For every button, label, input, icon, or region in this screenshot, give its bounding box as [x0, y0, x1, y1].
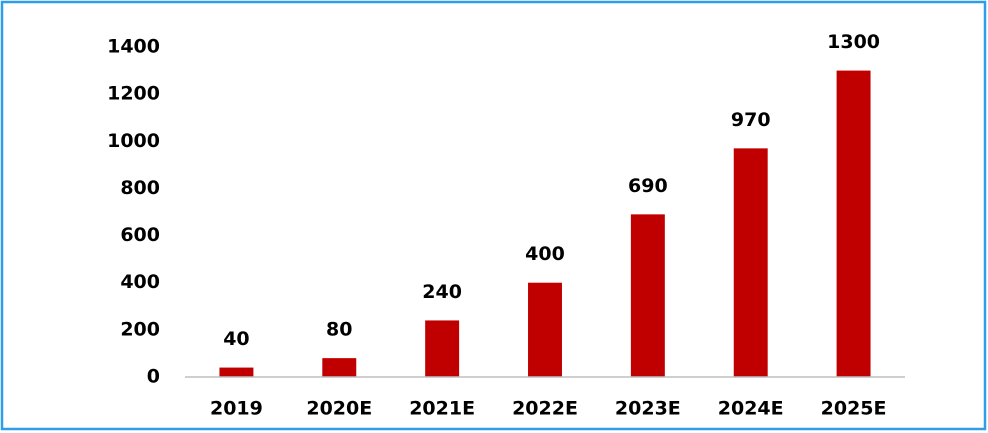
data-label: 40: [223, 328, 249, 350]
bar: [425, 320, 460, 377]
y-tick-label: 1400: [107, 36, 160, 58]
x-tick-label: 2025E: [821, 398, 887, 420]
y-tick-label: 1200: [107, 83, 160, 105]
data-label: 690: [628, 175, 668, 197]
data-label: 1300: [827, 31, 880, 53]
bar: [322, 358, 357, 377]
y-tick-label: 200: [120, 318, 160, 340]
bar: [219, 367, 254, 377]
y-tick-label: 600: [120, 224, 160, 246]
data-label: 400: [525, 243, 565, 265]
y-tick-label: 800: [120, 177, 160, 199]
data-label: 80: [326, 319, 352, 341]
x-tick-label: 2021E: [409, 398, 475, 420]
bar: [528, 282, 562, 377]
y-tick-label: 1000: [107, 130, 160, 152]
bar: [630, 214, 665, 377]
x-tick-label: 2023E: [615, 398, 681, 420]
x-tick-label: 2020E: [306, 398, 372, 420]
bar: [836, 70, 871, 378]
x-tick-label: 2019: [210, 398, 263, 420]
x-tick-label: 2024E: [718, 398, 784, 420]
y-tick-label: 400: [120, 271, 160, 293]
x-tick-label: 2022E: [512, 398, 578, 420]
y-tick-label: 0: [147, 366, 160, 388]
data-label: 970: [731, 109, 771, 131]
data-label: 240: [422, 281, 462, 303]
bar: [733, 148, 768, 377]
